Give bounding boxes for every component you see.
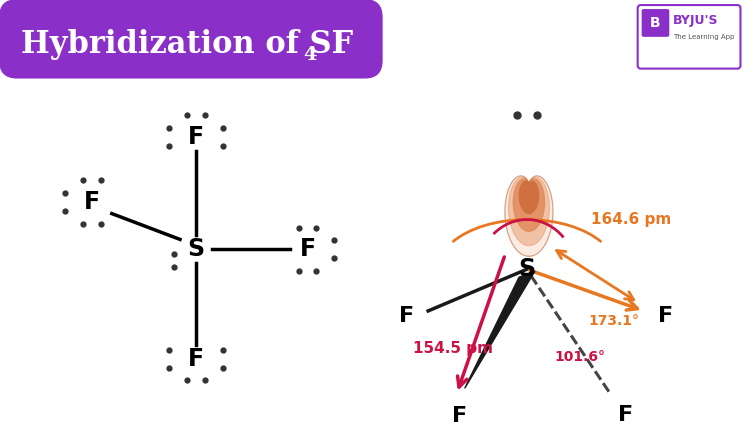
Polygon shape [509,177,550,246]
Text: F: F [658,306,673,326]
Text: Hybridization of SF: Hybridization of SF [21,29,353,60]
Text: 154.5 pm: 154.5 pm [413,341,494,356]
FancyBboxPatch shape [638,5,740,69]
Text: 4: 4 [304,46,317,64]
Text: BYJU'S: BYJU'S [674,15,718,27]
FancyBboxPatch shape [0,0,382,79]
Text: 173.1°: 173.1° [588,314,639,328]
Text: F: F [399,306,414,326]
Text: F: F [618,405,634,425]
Text: S: S [518,257,536,281]
Polygon shape [465,271,535,389]
Text: 101.6°: 101.6° [555,350,606,364]
Text: F: F [452,406,467,426]
Text: F: F [299,237,316,261]
Polygon shape [505,176,553,256]
Text: 164.6 pm: 164.6 pm [591,212,671,227]
Polygon shape [513,179,544,231]
Text: B: B [650,16,661,30]
Text: The Learning App: The Learning App [674,34,735,40]
Text: S: S [188,237,205,261]
Text: F: F [188,125,204,149]
FancyBboxPatch shape [642,9,669,37]
Polygon shape [519,181,538,213]
Text: F: F [188,347,204,370]
Text: F: F [84,190,100,213]
